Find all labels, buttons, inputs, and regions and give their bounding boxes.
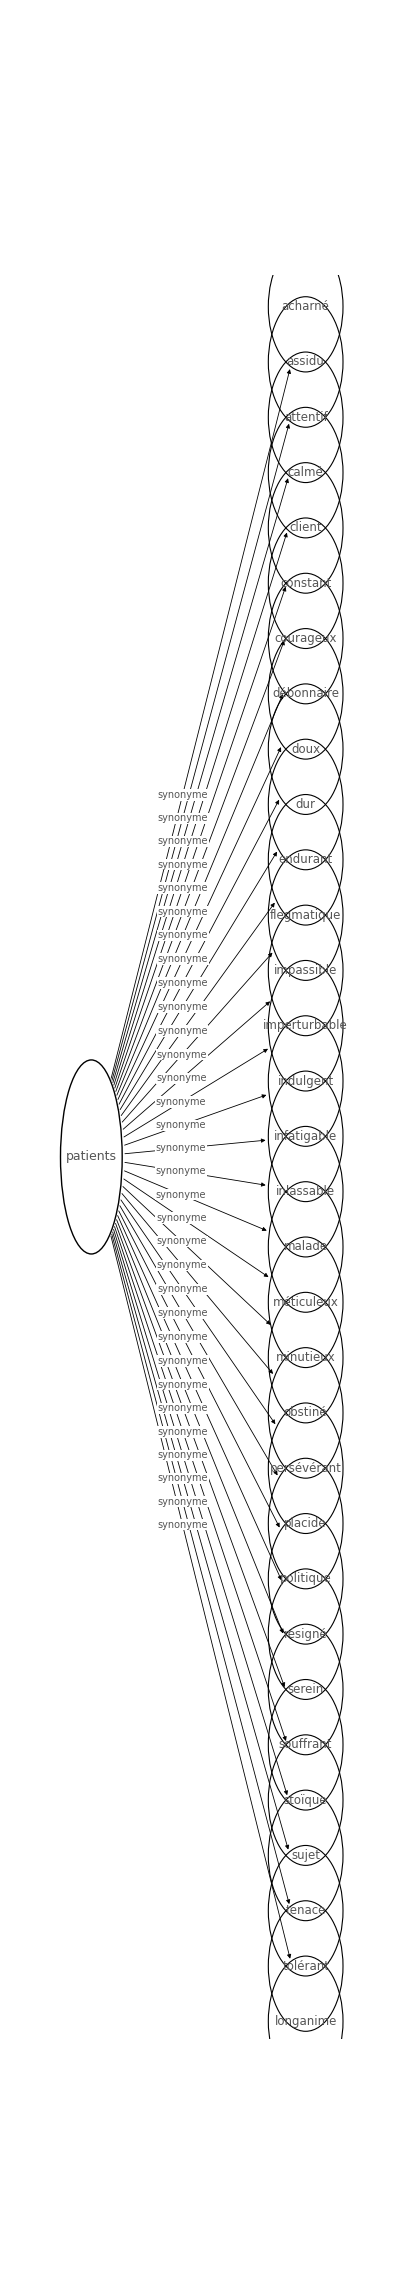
Text: malade: malade (284, 1239, 328, 1253)
Text: synonyme: synonyme (156, 1237, 207, 1246)
FancyArrowPatch shape (120, 852, 277, 1109)
FancyArrowPatch shape (112, 1235, 290, 1904)
Text: synonyme: synonyme (158, 1496, 208, 1507)
Text: synonyme: synonyme (157, 1285, 208, 1294)
FancyArrowPatch shape (125, 1139, 265, 1155)
Text: synonyme: synonyme (158, 930, 208, 939)
Text: synonyme: synonyme (158, 1356, 208, 1365)
FancyArrowPatch shape (120, 1205, 277, 1475)
FancyArrowPatch shape (111, 371, 290, 1079)
Text: stoïque: stoïque (284, 1794, 328, 1808)
Text: infatigable: infatigable (274, 1129, 337, 1143)
Text: indulgent: indulgent (277, 1074, 334, 1088)
Text: souffrant: souffrant (279, 1739, 332, 1750)
Text: calmé: calmé (288, 465, 323, 479)
Text: client: client (290, 522, 322, 534)
Text: synonyme: synonyme (155, 1189, 206, 1200)
FancyArrowPatch shape (124, 1180, 268, 1276)
FancyArrowPatch shape (118, 747, 281, 1100)
FancyArrowPatch shape (121, 903, 274, 1116)
Text: synonyme: synonyme (157, 1519, 208, 1530)
Text: dur: dur (296, 797, 316, 811)
FancyArrowPatch shape (114, 1226, 286, 1741)
Text: synonyme: synonyme (158, 813, 208, 822)
Text: assidu: assidu (287, 355, 325, 369)
FancyArrowPatch shape (116, 1223, 285, 1686)
FancyArrowPatch shape (124, 1171, 266, 1230)
FancyArrowPatch shape (113, 1233, 289, 1849)
FancyArrowPatch shape (125, 1162, 265, 1187)
Text: synonyme: synonyme (158, 836, 208, 845)
Text: débonnaire: débonnaire (272, 687, 339, 701)
FancyArrowPatch shape (115, 586, 286, 1088)
Text: obstiné: obstiné (284, 1407, 328, 1420)
Text: attentif: attentif (284, 410, 328, 424)
Text: synonyme: synonyme (156, 1074, 207, 1084)
Text: politique: politique (280, 1572, 331, 1585)
Text: tolérant: tolérant (282, 1959, 329, 1973)
Text: imperturbable: imperturbable (263, 1019, 348, 1033)
Text: synonyme: synonyme (158, 1308, 208, 1317)
Text: tenace: tenace (285, 1904, 326, 1918)
Text: sujet: sujet (291, 1849, 320, 1863)
Text: impassible: impassible (274, 965, 337, 976)
Text: synonyme: synonyme (158, 1473, 208, 1485)
Text: synonyme: synonyme (156, 1097, 207, 1107)
Text: doux: doux (291, 742, 320, 756)
Text: flegmatique: flegmatique (270, 910, 341, 921)
FancyArrowPatch shape (119, 800, 279, 1104)
Text: résigné: résigné (284, 1627, 328, 1640)
FancyArrowPatch shape (116, 641, 285, 1091)
Text: synonyme: synonyme (157, 1026, 207, 1036)
Ellipse shape (60, 1061, 122, 1253)
Text: placide: placide (285, 1517, 327, 1530)
Text: persévérant: persévérant (270, 1462, 341, 1475)
FancyArrowPatch shape (122, 953, 272, 1123)
Text: serein: serein (287, 1684, 324, 1695)
Text: synonyme: synonyme (158, 907, 208, 916)
Text: patients: patients (66, 1150, 117, 1164)
FancyArrowPatch shape (123, 1187, 270, 1324)
Text: synonyme: synonyme (158, 978, 208, 987)
Text: longanime: longanime (274, 2014, 337, 2028)
Text: endurant: endurant (279, 852, 333, 866)
Text: minutieux: minutieux (276, 1352, 336, 1363)
FancyArrowPatch shape (124, 1095, 266, 1146)
Text: synonyme: synonyme (155, 1120, 206, 1129)
FancyArrowPatch shape (118, 1217, 281, 1578)
Text: synonyme: synonyme (155, 1143, 206, 1152)
Text: synonyme: synonyme (157, 790, 208, 800)
Text: synonyme: synonyme (158, 1427, 208, 1436)
Text: synonyme: synonyme (155, 1166, 206, 1175)
Text: inlassable: inlassable (276, 1184, 335, 1198)
FancyArrowPatch shape (121, 1200, 275, 1423)
Text: synonyme: synonyme (158, 1450, 208, 1459)
Text: synonyme: synonyme (157, 1260, 207, 1269)
FancyArrowPatch shape (112, 424, 290, 1081)
FancyArrowPatch shape (111, 1237, 291, 1959)
FancyArrowPatch shape (117, 694, 283, 1095)
FancyArrowPatch shape (114, 534, 287, 1086)
FancyArrowPatch shape (124, 1049, 267, 1136)
FancyArrowPatch shape (114, 1230, 287, 1794)
Text: synonyme: synonyme (158, 1001, 208, 1013)
Text: synonyme: synonyme (158, 1331, 208, 1343)
Text: synonyme: synonyme (156, 1212, 207, 1223)
Text: synonyme: synonyme (157, 1049, 207, 1061)
Text: synonyme: synonyme (158, 953, 208, 965)
FancyArrowPatch shape (113, 479, 288, 1084)
FancyArrowPatch shape (122, 1194, 272, 1372)
Text: courageux: courageux (274, 632, 337, 646)
FancyArrowPatch shape (123, 1001, 269, 1129)
FancyArrowPatch shape (119, 1212, 279, 1526)
Text: synonyme: synonyme (158, 1404, 208, 1414)
Text: acharné: acharné (282, 300, 330, 314)
Text: méticuleux: méticuleux (273, 1297, 339, 1308)
Text: constant: constant (280, 577, 331, 589)
Text: synonyme: synonyme (158, 1379, 208, 1391)
Text: synonyme: synonyme (158, 859, 208, 871)
FancyArrowPatch shape (116, 1219, 283, 1633)
Text: synonyme: synonyme (158, 882, 208, 893)
